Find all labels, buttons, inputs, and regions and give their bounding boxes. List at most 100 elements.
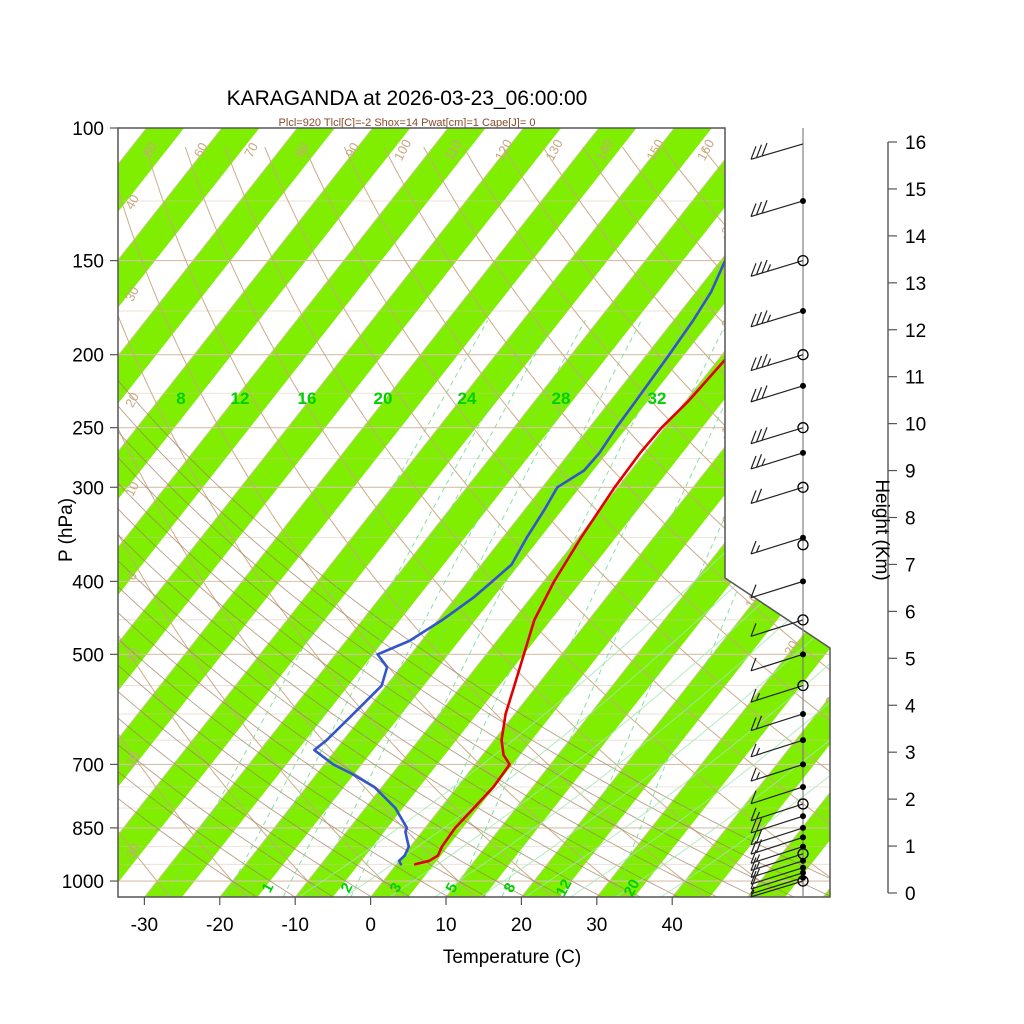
wind-barb (750, 813, 806, 834)
level-dot-marker (800, 813, 806, 820)
level-ring-marker (797, 539, 809, 551)
level-ring-marker (797, 614, 809, 626)
wind-barb (750, 824, 806, 846)
level-dot-marker (800, 382, 806, 389)
wind-barb (750, 783, 806, 805)
wind-barb (750, 308, 806, 328)
level-dot-marker (800, 737, 806, 744)
p-tick-label: 850 (72, 819, 104, 840)
wind-barb (750, 534, 809, 555)
x-tick-label: -30 (131, 915, 158, 936)
x-tick-label: 10 (435, 915, 456, 936)
level-ring-marker (797, 254, 809, 267)
mixing-ratio-label: 20 (621, 877, 644, 900)
height-tick-label: 11 (905, 368, 925, 389)
level-ring-marker (797, 798, 809, 810)
dry-adiabat-label: 80 (292, 140, 312, 160)
mixing-ratio-label: 12 (553, 877, 576, 900)
theta-label: 12 (231, 389, 250, 408)
p-tick-label: 250 (72, 419, 104, 440)
wind-barb (750, 578, 806, 599)
theta-label: 16 (298, 389, 317, 408)
p-tick-label: 400 (72, 572, 104, 593)
dry-adiabat-label: 30 (122, 284, 142, 304)
mixing-ratio-lines (166, 128, 830, 897)
y-axis-label: P (hPa) (56, 498, 77, 562)
p-tick-label: 500 (72, 645, 104, 666)
plot-border (117, 127, 831, 898)
y2-axis-label: Height (Km) (871, 479, 892, 580)
dewpoint-line (313, 128, 830, 866)
moist-adiabat-lines (118, 146, 830, 897)
height-tick-label: 9 (905, 462, 916, 483)
p-tick-label: 700 (72, 755, 104, 776)
level-dot-marker (800, 197, 806, 204)
dry-adiabat-label: 70 (241, 140, 261, 160)
level-dot-marker (800, 864, 806, 871)
wind-barb (750, 481, 809, 505)
wind-barb (750, 449, 806, 470)
isotherm-label: 20 (781, 638, 801, 658)
p-tick-label: 150 (72, 252, 104, 273)
height-tick-label: 7 (905, 555, 916, 576)
x-tick-label: 20 (511, 915, 532, 936)
wind-barb (750, 614, 809, 637)
level-dot-marker (800, 843, 806, 850)
level-dot-marker (800, 578, 806, 585)
level-dot-marker (800, 874, 806, 881)
plot-frame (117, 127, 831, 898)
x-tick-label: 0 (365, 915, 376, 936)
height-tick-label: 5 (905, 649, 916, 670)
x-tick-label: -10 (281, 915, 308, 936)
theta-label: 24 (458, 389, 477, 408)
height-tick-label: 12 (905, 321, 926, 342)
theta-label: 28 (552, 389, 571, 408)
theta-label: 32 (648, 389, 667, 408)
dry-adiabat-label: 10 (122, 479, 142, 499)
wind-barb (750, 834, 806, 855)
level-dot-marker (800, 834, 806, 841)
p-tick-label: 1000 (62, 872, 104, 893)
wind-barb-column (750, 128, 809, 898)
isotherm-label: 30 (822, 688, 842, 708)
wind-barb (750, 679, 809, 703)
level-ring-marker (797, 481, 809, 493)
dry-adiabat-label: 40 (122, 192, 142, 212)
wind-barb (750, 869, 806, 890)
p-tick-label: 300 (72, 478, 104, 499)
level-dot-marker (800, 783, 806, 790)
pressure-axis: 1000 850 700 500 400 300 250 200 150 100 (62, 119, 118, 893)
page-title: KARAGANDA at 2026-03-23_06:00:00 (227, 87, 588, 110)
p-tick-label: 200 (72, 346, 104, 367)
dewpoint-profile (313, 128, 830, 866)
level-dot-marker (800, 449, 806, 456)
wind-barb (750, 349, 809, 372)
wind-barb (750, 254, 809, 277)
level-dot-marker (800, 857, 806, 864)
height-tick-label: 8 (905, 509, 916, 530)
dry-adiabat-label: 90 (342, 140, 362, 160)
height-tick-label: 15 (905, 180, 926, 201)
x-tick-label: -20 (206, 915, 233, 936)
wind-barb (750, 142, 804, 160)
level-dot-marker (800, 761, 806, 768)
wind-barb (750, 761, 806, 782)
height-tick-label: 16 (905, 133, 926, 154)
p-tick-label: 100 (72, 119, 104, 140)
x-tick-label: 30 (586, 915, 607, 936)
dry-adiabat-label: 50 (140, 140, 160, 160)
wind-barb (750, 197, 806, 218)
level-dot-marker (800, 710, 806, 717)
height-tick-label: 6 (905, 602, 916, 623)
level-ring-marker (797, 349, 809, 361)
x-tick-label: 40 (662, 915, 683, 936)
height-tick-label: 1 (905, 837, 916, 858)
level-ring-marker (797, 679, 809, 692)
wind-barb (750, 382, 806, 403)
wind-barb (750, 798, 809, 822)
dry-adiabat-label: 60 (191, 140, 211, 160)
height-tick-label: 14 (905, 227, 927, 248)
